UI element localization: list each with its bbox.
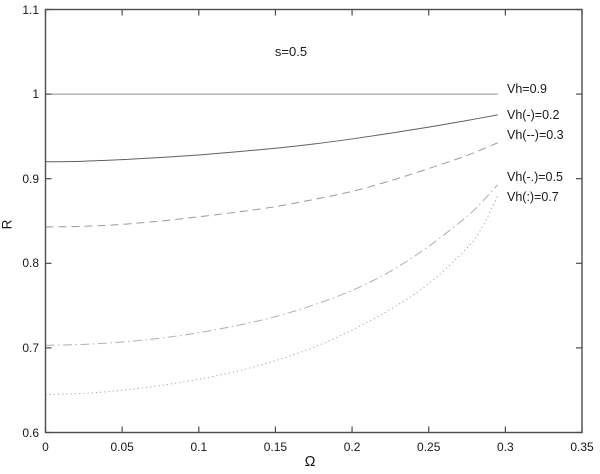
chart-title: s=0.5	[274, 44, 308, 59]
x-tick-label: 0.1	[190, 440, 208, 454]
curve-label-vh-0.9: Vh=0.9	[507, 82, 547, 96]
y-tick-label: 0.7	[22, 340, 39, 355]
y-tick-label: 0.6	[22, 425, 39, 440]
x-tick-label: 0.2	[343, 440, 361, 454]
curve-label-vh-0.3: Vh(--)=0.3	[507, 128, 564, 142]
series-curve-dashed	[45, 142, 498, 228]
series-curve-dashdot	[45, 184, 499, 346]
x-tick-label: 0.05	[110, 440, 134, 454]
curve-label-vh-0.7: Vh(:)=0.7	[507, 190, 559, 204]
y-tick-label: 0.9	[22, 171, 39, 186]
x-tick-label: 0	[42, 440, 49, 454]
x-tick-label: 0.15	[263, 440, 288, 454]
plot-box-group	[44, 8, 583, 434]
curves-group	[45, 93, 499, 395]
x-tick-label: 0.25	[417, 440, 441, 454]
x-tick-label: 0.3	[497, 440, 514, 454]
y-tick-label: 1.1	[22, 2, 39, 17]
tick-marks-group	[44, 8, 583, 434]
curve-label-vh-0.5: Vh(-.)=0.5	[507, 170, 563, 184]
series-curve-solid	[45, 114, 498, 163]
x-axis-label: Ω	[304, 454, 316, 470]
y-tick-label: 0.8	[22, 256, 39, 271]
x-tick-label: 0.35	[570, 440, 594, 454]
y-axis-label: R	[0, 219, 15, 230]
y-tick-label: 1	[32, 87, 39, 102]
series-curve-dotted	[45, 195, 499, 395]
plot-box	[44, 8, 583, 434]
curve-label-vh-0.2: Vh(-)=0.2	[507, 108, 560, 122]
